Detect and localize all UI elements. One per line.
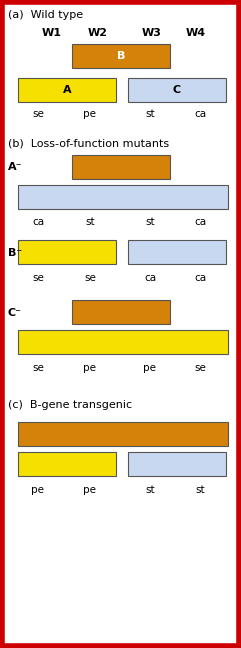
Text: pe: pe <box>83 485 96 495</box>
Text: se: se <box>32 363 44 373</box>
Text: st: st <box>145 217 155 227</box>
Text: st: st <box>145 109 155 119</box>
Text: pe: pe <box>83 109 96 119</box>
Bar <box>18 330 228 354</box>
Text: ca: ca <box>194 109 206 119</box>
Bar <box>72 155 170 179</box>
Text: st: st <box>85 217 95 227</box>
Bar <box>128 240 226 264</box>
Text: se: se <box>32 109 44 119</box>
Bar <box>18 240 116 264</box>
Bar <box>72 300 170 324</box>
Bar <box>18 78 116 102</box>
Text: (c)  B-gene transgenic: (c) B-gene transgenic <box>8 400 132 410</box>
Text: se: se <box>194 363 206 373</box>
Bar <box>18 452 116 476</box>
Bar <box>18 422 228 446</box>
Text: st: st <box>195 485 205 495</box>
Bar <box>128 452 226 476</box>
Text: (b)  Loss-of-function mutants: (b) Loss-of-function mutants <box>8 138 169 148</box>
Bar <box>72 44 170 68</box>
Bar <box>18 185 228 209</box>
Text: pe: pe <box>143 363 156 373</box>
Text: ca: ca <box>32 217 44 227</box>
Text: W2: W2 <box>88 28 108 38</box>
Text: W3: W3 <box>142 28 162 38</box>
Text: st: st <box>145 485 155 495</box>
Text: pe: pe <box>83 363 96 373</box>
Text: W4: W4 <box>186 28 206 38</box>
Bar <box>128 78 226 102</box>
Text: ca: ca <box>194 217 206 227</box>
Text: se: se <box>84 273 96 283</box>
Text: B: B <box>117 51 125 61</box>
Text: C⁻: C⁻ <box>8 308 22 318</box>
Text: ca: ca <box>144 273 156 283</box>
Text: pe: pe <box>32 485 45 495</box>
Text: A⁻: A⁻ <box>8 162 22 172</box>
Text: (a)  Wild type: (a) Wild type <box>8 10 83 20</box>
Text: C: C <box>173 85 181 95</box>
Text: se: se <box>32 273 44 283</box>
Text: ca: ca <box>194 273 206 283</box>
Text: A: A <box>63 85 71 95</box>
Text: W1: W1 <box>42 28 62 38</box>
Text: B⁻: B⁻ <box>8 248 22 258</box>
